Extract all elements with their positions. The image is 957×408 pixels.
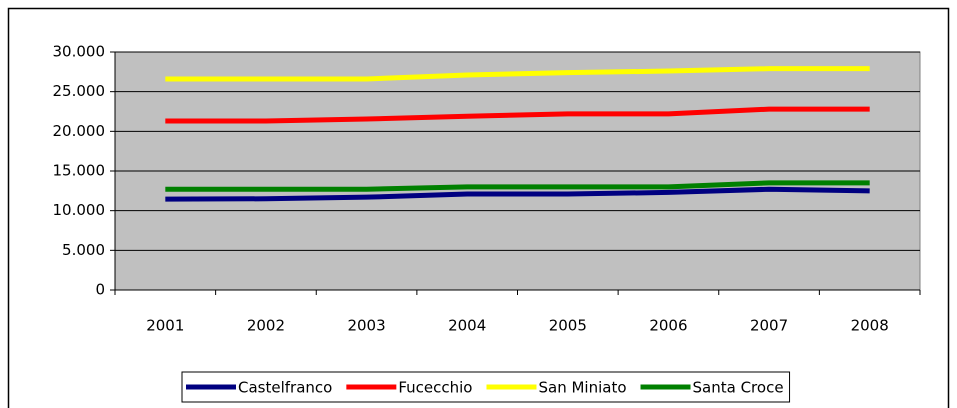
x-tick-label: 2002 [247,317,285,335]
series-line [165,106,870,124]
legend-label: San Miniato [538,379,626,397]
y-tick-label: 15.000 [53,162,106,180]
series-line [165,180,870,192]
y-tick-label: 25.000 [53,82,106,100]
y-tick-label: 0 [95,281,105,299]
legend-label: Fucecchio [398,379,472,397]
y-tick-label: 20.000 [53,122,106,140]
x-tick-label: 2005 [549,317,587,335]
y-tick-label: 10.000 [53,201,106,219]
y-tick-label: 5.000 [62,241,105,259]
x-tick-label: 2007 [750,317,788,335]
x-tick-label: 2001 [146,317,184,335]
series-line [165,66,870,82]
x-tick-label: 2006 [649,317,687,335]
x-tick-label: 2003 [347,317,385,335]
x-tick-label: 2004 [448,317,486,335]
x-tick-label: 2008 [851,317,889,335]
y-tick-label: 30.000 [53,43,106,61]
series-line [165,186,870,202]
legend: Castelfranco Fucecchio San Miniato Santa Cr… [181,371,791,403]
legend-label: Santa Croce [693,379,784,397]
legend-label: Castelfranco [238,379,332,397]
